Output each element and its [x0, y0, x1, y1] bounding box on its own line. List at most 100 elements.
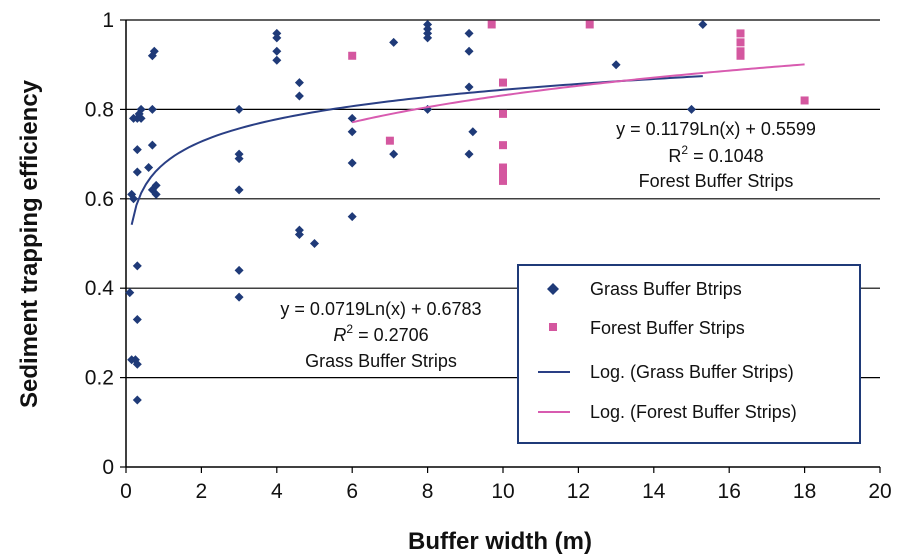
grass-point [129, 194, 139, 204]
x-tick-label: 0 [120, 480, 132, 503]
grass-point [144, 163, 154, 173]
x-tick-label: 8 [422, 480, 434, 503]
forest-point [499, 163, 507, 172]
y-axis-ticks: 0 0.2 0.4 0.6 0.8 1 [85, 9, 126, 479]
forest-point [348, 51, 357, 60]
grass-equation: y = 0.0719Ln(x) + 0.6783 [280, 299, 481, 319]
legend-forest-trend-label: Log. (Forest Buffer Strips) [590, 402, 797, 422]
legend-forest-marker [549, 323, 557, 331]
x-tick-label: 20 [868, 480, 891, 503]
grass-point [136, 113, 146, 123]
y-tick-label: 0.4 [85, 277, 115, 300]
forest-point [499, 176, 507, 185]
forest-point [499, 78, 507, 87]
grass-caption: Grass Buffer Strips [305, 351, 457, 371]
grass-point [687, 104, 696, 114]
grass-point [464, 46, 474, 56]
y-tick-label: 0.8 [85, 98, 114, 121]
grass-point [464, 82, 474, 92]
grass-point [611, 60, 621, 70]
forest-caption: Forest Buffer Strips [639, 171, 794, 191]
grass-trendline [130, 75, 703, 226]
y-tick-label: 0.2 [85, 367, 114, 390]
x-tick-label: 12 [567, 480, 590, 503]
grass-point [136, 104, 146, 114]
grass-point [132, 314, 142, 324]
forest-equation: y = 0.1179Ln(x) + 0.5599 [616, 119, 816, 139]
grass-point [149, 46, 159, 56]
x-tick-label: 10 [491, 480, 514, 503]
grass-point [389, 149, 399, 159]
legend-box [517, 264, 861, 444]
grass-point [272, 33, 282, 43]
forest-point [487, 20, 496, 29]
grass-point [347, 158, 357, 168]
forest-point [499, 141, 507, 150]
grass-point [347, 212, 357, 222]
forest-point [499, 172, 507, 181]
grass-point [294, 91, 304, 101]
grass-point [151, 180, 161, 190]
legend-forest-label: Forest Buffer Strips [590, 318, 745, 338]
grass-point [132, 167, 142, 177]
y-tick-label: 0 [102, 456, 114, 479]
forest-trendline [351, 63, 805, 124]
forest-r2-value: = 0.1048 [693, 146, 764, 166]
grass-point [234, 265, 244, 275]
grass-point [464, 28, 474, 38]
grass-point [147, 104, 157, 114]
forest-point [499, 167, 507, 176]
forest-point [385, 136, 394, 145]
grass-point [423, 33, 433, 43]
grass-point [132, 261, 142, 271]
forest-point [736, 47, 745, 56]
x-tick-label: 14 [642, 480, 666, 503]
grass-point [389, 37, 399, 47]
y-tick-label: 1 [102, 9, 114, 32]
grass-point [151, 189, 161, 199]
grass-point [234, 185, 244, 195]
grass-point [132, 395, 142, 405]
grass-equation-annotation: y = 0.0719Ln(x) + 0.6783 R2 = 0.2706 Gra… [280, 299, 481, 371]
grass-point [132, 145, 142, 155]
grass-point [132, 359, 142, 369]
forest-r2: R2 = 0.1048 [668, 143, 763, 166]
grass-r2: R2 = 0.2706 [333, 322, 428, 345]
grass-point [294, 230, 304, 240]
forest-equation-annotation: y = 0.1179Ln(x) + 0.5599 R2 = 0.1048 For… [616, 119, 816, 191]
forest-point [499, 109, 507, 118]
grass-point [464, 149, 474, 159]
forest-point [736, 51, 745, 60]
grass-point [234, 104, 244, 114]
x-tick-label: 16 [718, 480, 741, 503]
grass-point [234, 154, 244, 164]
grass-point [272, 46, 282, 56]
forest-point [585, 20, 594, 29]
x-tick-label: 2 [196, 480, 208, 503]
x-tick-label: 4 [271, 480, 283, 503]
data-points [125, 19, 809, 405]
legend-grass-trend-label: Log. (Grass Buffer Strips) [590, 362, 794, 382]
grass-point [347, 127, 357, 137]
x-tick-label: 18 [793, 480, 816, 503]
x-axis-ticks: 0 2 4 6 8 10 12 14 16 18 20 [120, 467, 892, 503]
grass-point [310, 239, 319, 248]
y-axis-title: Sediment trapping efficiency [16, 79, 43, 408]
trendlines [130, 63, 805, 226]
grass-point [234, 292, 244, 302]
grass-point [147, 140, 157, 150]
grass-point [698, 19, 708, 29]
legend-grass-label: Grass Buffer Btrips [590, 279, 742, 299]
x-axis-title: Buffer width (m) [408, 528, 592, 555]
grass-point [125, 288, 135, 298]
grass-point [272, 55, 282, 65]
grass-r2-value: = 0.2706 [358, 325, 429, 345]
forest-point [800, 96, 809, 105]
grass-point [468, 127, 478, 137]
forest-point [736, 29, 745, 38]
x-tick-label: 6 [346, 480, 358, 503]
forest-point [736, 38, 745, 47]
grass-point [294, 78, 304, 88]
legend: Grass Buffer Btrips Forest Buffer Strips… [517, 264, 861, 444]
